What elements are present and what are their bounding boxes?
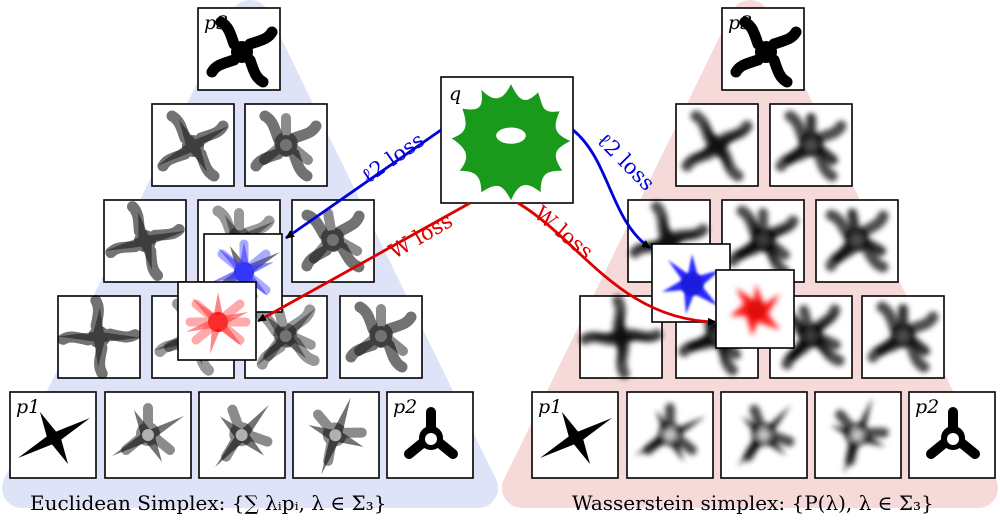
tile-euclid-r2c1 — [151, 103, 235, 187]
label-p3-left: p3 — [204, 12, 228, 34]
tile-wass-r5c2 — [626, 391, 714, 479]
euclid-w-approximation — [177, 281, 257, 361]
label-l2-loss-left: ℓ2 loss — [357, 128, 429, 188]
tile-wass-r3c2 — [721, 199, 805, 283]
tile-wass-r5c3 — [720, 391, 808, 479]
tile-euclid-r5c3 — [198, 391, 286, 479]
wasserstein-simplex: p3 p1 p2 — [531, 7, 996, 479]
label-w-loss-left: W loss — [385, 208, 457, 263]
tile-p3-right: p3 — [721, 7, 805, 91]
label-p3-right: p3 — [728, 12, 752, 34]
label-p2-left: p2 — [393, 396, 417, 418]
tile-wass-r3c3 — [815, 199, 899, 283]
label-p2-right: p2 — [915, 396, 939, 418]
tile-wass-r5c4 — [812, 391, 902, 479]
tile-wass-r4c4 — [861, 295, 945, 379]
tile-p1-right: p1 — [531, 391, 619, 479]
target-q: q — [440, 76, 574, 204]
euclidean-simplex: p3 p1 p2 — [9, 7, 474, 479]
tile-euclid-r5c4 — [290, 391, 380, 479]
tile-wass-r2c1 — [675, 103, 759, 187]
caption-euclidean: Euclidean Simplex: {∑ λᵢpᵢ, λ ∈ Σ₃} — [30, 491, 386, 515]
tile-euclid-r5c2 — [104, 391, 192, 479]
tile-p1-left: p1 — [9, 391, 97, 479]
tile-p2-right: p2 — [908, 391, 996, 479]
tile-euclid-r4c1 — [53, 293, 145, 381]
tile-p3-left: p3 — [197, 7, 281, 91]
label-l2-loss-right: ℓ2 loss — [592, 128, 659, 195]
tile-euclid-r3c3 — [291, 199, 375, 283]
wass-w-approximation — [715, 269, 795, 349]
tile-wass-r4c1 — [575, 293, 667, 381]
tile-euclid-r4c4 — [339, 295, 423, 379]
tile-euclid-r2c2 — [244, 103, 328, 187]
label-p1-left: p1 — [16, 396, 40, 418]
tile-p2-left: p2 — [386, 391, 474, 479]
caption-wasserstein: Wasserstein simplex: {P(λ), λ ∈ Σ₃} — [572, 491, 934, 515]
label-w-loss-right: W loss — [529, 201, 597, 264]
label-q: q — [449, 83, 461, 105]
tile-euclid-r3c1 — [102, 199, 187, 283]
label-p1-right: p1 — [538, 396, 562, 418]
tile-wass-r2c2 — [769, 103, 853, 187]
